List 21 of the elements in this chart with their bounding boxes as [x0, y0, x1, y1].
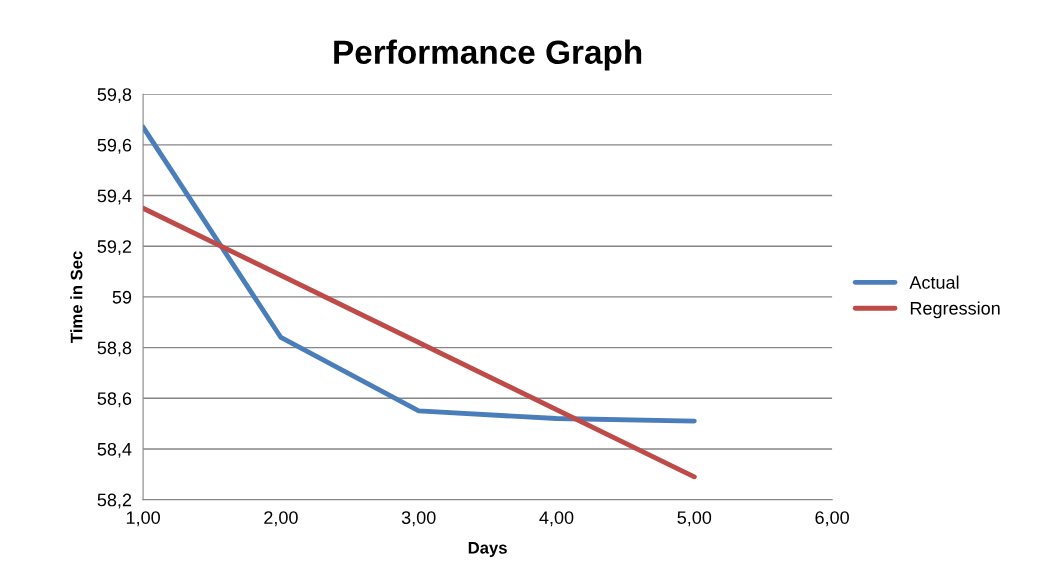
- y-tick-label: 59,8: [97, 88, 132, 104]
- line-series: [143, 124, 697, 424]
- x-tick-label: 1,00: [126, 511, 160, 527]
- y-tick-label: 58,8: [97, 341, 132, 357]
- legend-label: Regression: [910, 301, 1000, 319]
- x-tick-label: 3,00: [401, 511, 436, 527]
- y-tick-label: 58,6: [97, 392, 132, 408]
- x-tick-label: 2,00: [264, 511, 298, 527]
- y-tick-label: 59,4: [97, 189, 132, 205]
- y-tick-label: 58,4: [97, 442, 132, 458]
- y-tick-label: 59: [112, 290, 132, 304]
- x-tick-label: 6,00: [815, 511, 849, 527]
- y-axis-title: Time in Sec: [70, 251, 83, 343]
- x-tick-label: 5,00: [677, 511, 712, 527]
- x-tick-label: 4,00: [539, 511, 574, 527]
- y-tick-label: 59,2: [97, 240, 132, 256]
- x-axis-title: Days: [468, 542, 507, 557]
- y-tick-label: 59,6: [97, 138, 132, 154]
- legend-label: Actual: [909, 275, 959, 289]
- y-tick-label: 58,2: [97, 493, 132, 509]
- chart-title: Performance Graph: [334, 39, 642, 71]
